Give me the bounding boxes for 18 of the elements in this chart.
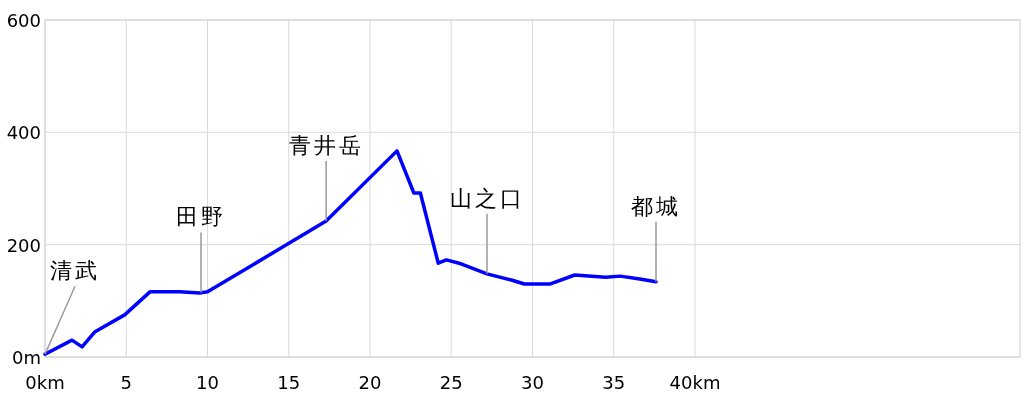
y-tick-label: 200 (6, 234, 41, 256)
y-tick-label: 400 (6, 122, 41, 144)
annotation: 山之口 (449, 185, 525, 211)
annotation: 清武 (50, 258, 100, 284)
annotation: 青井岳 (288, 133, 364, 159)
x-tick-label: 40km (669, 372, 721, 393)
annotation: 都城 (631, 193, 681, 219)
x-tick-label: 30 (521, 372, 544, 393)
x-tick-label: 10 (196, 372, 219, 393)
y-tick-label: 600 (6, 10, 41, 31)
y-tick-label: 0m (12, 347, 41, 368)
annotation: 田野 (176, 204, 226, 230)
x-tick-label: 20 (358, 372, 382, 393)
x-tick-label: 5 (120, 372, 132, 393)
x-tick-label: 25 (439, 372, 463, 393)
x-tick-label: 35 (602, 372, 626, 393)
x-tick-label: 15 (277, 372, 301, 393)
x-tick-label: 0km (25, 372, 65, 393)
